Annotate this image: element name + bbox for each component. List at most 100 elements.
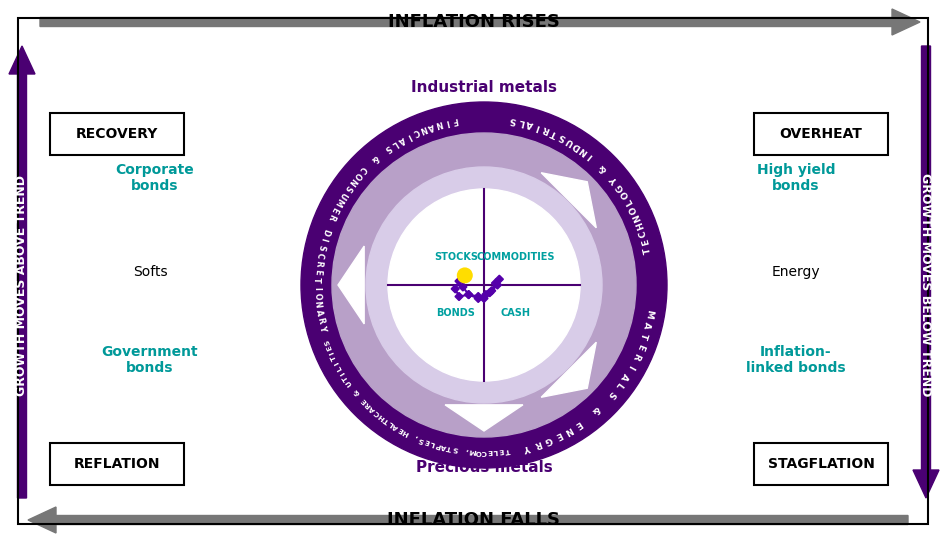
Text: S: S [324,338,331,345]
Polygon shape [485,289,494,296]
Text: INFLATION FALLS: INFLATION FALLS [388,511,560,529]
Polygon shape [494,281,501,289]
Text: Government
bonds: Government bonds [101,345,198,375]
Text: I: I [334,360,340,366]
Text: COMMODITIES: COMMODITIES [477,252,556,262]
Text: C: C [314,252,324,259]
Text: E: E [641,237,651,246]
Text: E: E [312,269,321,275]
Text: I: I [535,122,541,131]
Text: A: A [440,443,447,450]
Text: H: H [635,220,647,230]
Text: H: H [377,412,386,421]
FancyArrow shape [40,9,920,35]
Text: Y: Y [523,442,532,452]
Text: I: I [445,117,449,126]
Text: E: E [573,418,583,429]
Polygon shape [496,275,503,283]
Text: A: A [525,119,535,129]
Circle shape [332,133,636,437]
Text: O: O [352,170,363,181]
Text: T: T [504,447,510,453]
Text: I: I [587,151,594,160]
Text: S: S [383,143,392,153]
Text: O: O [312,293,321,300]
Text: U: U [345,379,354,387]
FancyArrow shape [9,46,35,498]
Polygon shape [480,294,488,302]
FancyBboxPatch shape [754,113,888,155]
Text: E: E [360,397,368,404]
Text: STOCKS: STOCKS [434,252,478,262]
Text: R: R [326,212,337,221]
Text: M: M [468,448,476,454]
Text: C: C [373,409,381,417]
Text: ,: , [465,448,468,454]
Text: G: G [543,434,554,445]
Text: A: A [369,404,376,413]
Polygon shape [461,272,469,279]
Text: O: O [619,189,630,200]
Text: E: E [329,205,340,214]
Text: GROWTH MOVES ABOVE TREND: GROWTH MOVES ABOVE TREND [15,175,28,396]
Text: G: G [614,182,626,193]
Text: D: D [572,140,582,151]
Circle shape [457,267,473,283]
Text: S: S [452,446,458,453]
Text: N: N [578,145,590,157]
Text: O: O [628,204,639,215]
Text: T: T [643,246,653,254]
Text: I: I [312,286,321,289]
Text: M: M [333,196,344,208]
FancyBboxPatch shape [50,113,184,155]
Text: L: L [518,117,525,127]
Text: &: & [369,152,380,164]
Text: L: L [612,380,624,390]
Text: T: T [342,375,350,382]
Text: L: L [336,365,343,372]
Text: P: P [435,441,442,449]
Text: GROWTH MOVES BELOW TREND: GROWTH MOVES BELOW TREND [920,173,933,397]
Text: &: & [352,388,361,396]
Text: E: E [487,448,492,455]
Text: Energy: Energy [772,265,820,279]
Text: T: T [382,416,390,424]
Text: E: E [424,438,430,445]
Text: Y: Y [318,325,327,332]
Text: M: M [644,309,654,319]
Text: Y: Y [610,175,620,186]
Text: REFLATION: REFLATION [74,457,160,471]
Polygon shape [465,291,473,299]
Text: T: T [331,354,338,362]
Text: &: & [597,162,610,173]
Text: Precious metals: Precious metals [415,461,553,475]
Text: ,: , [413,434,419,441]
Polygon shape [465,291,473,299]
Text: O: O [475,448,482,455]
Text: N: N [313,300,322,308]
Text: U: U [564,135,575,147]
Text: Industrial metals: Industrial metals [411,81,557,95]
Text: A: A [396,134,407,145]
Text: &: & [590,404,601,416]
Text: A: A [427,121,435,131]
Text: T: T [312,277,321,283]
Polygon shape [445,405,523,431]
FancyArrow shape [28,507,908,533]
Text: E: E [499,447,504,454]
Text: R: R [316,317,325,324]
Circle shape [366,167,602,403]
Text: N: N [419,124,428,134]
Text: T: T [447,444,452,451]
Text: High yield
bonds: High yield bonds [757,163,835,193]
Text: L: L [624,197,635,207]
Text: R: R [364,401,373,409]
Polygon shape [487,287,496,295]
Text: N: N [563,424,574,435]
Text: BONDS: BONDS [437,308,476,318]
Polygon shape [541,342,596,397]
FancyBboxPatch shape [754,443,888,485]
Text: E: E [326,344,334,351]
Text: T: T [638,332,648,340]
Text: N: N [347,176,357,187]
